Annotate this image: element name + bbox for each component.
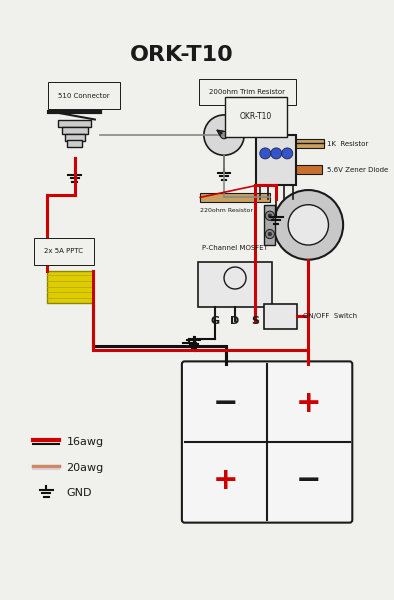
FancyBboxPatch shape [65, 134, 85, 142]
Text: ON/OFF  Switch: ON/OFF Switch [303, 313, 357, 319]
Text: +: + [296, 389, 321, 418]
Text: −: − [213, 389, 239, 418]
Circle shape [268, 232, 272, 236]
FancyBboxPatch shape [62, 127, 87, 134]
FancyBboxPatch shape [182, 361, 352, 523]
Text: −: − [296, 466, 321, 496]
Text: 5.6V Zener Diode: 5.6V Zener Diode [327, 167, 388, 173]
Text: OKR-T10: OKR-T10 [240, 112, 272, 121]
Text: D: D [230, 316, 240, 326]
Circle shape [282, 148, 293, 159]
FancyBboxPatch shape [264, 205, 275, 245]
Text: 220ohm Resistor: 220ohm Resistor [200, 208, 253, 214]
FancyBboxPatch shape [256, 135, 296, 185]
Circle shape [265, 211, 274, 220]
Text: 2x 5A PPTC: 2x 5A PPTC [45, 248, 84, 254]
Text: 1K  Resistor: 1K Resistor [327, 141, 368, 147]
Text: ORK-T10: ORK-T10 [130, 45, 234, 65]
FancyBboxPatch shape [264, 304, 297, 329]
Text: +: + [213, 466, 239, 496]
Circle shape [220, 131, 228, 139]
FancyBboxPatch shape [200, 193, 270, 202]
FancyBboxPatch shape [296, 139, 324, 148]
Text: GND: GND [67, 488, 92, 499]
Circle shape [265, 229, 274, 239]
Text: S: S [251, 316, 259, 326]
FancyBboxPatch shape [296, 166, 322, 173]
Text: 510 Connector: 510 Connector [58, 92, 110, 98]
Circle shape [288, 205, 329, 245]
Text: G: G [210, 316, 219, 326]
FancyBboxPatch shape [47, 271, 93, 303]
Circle shape [271, 148, 282, 159]
Circle shape [273, 190, 343, 260]
Circle shape [268, 214, 272, 218]
FancyBboxPatch shape [198, 262, 272, 307]
Text: 20awg: 20awg [67, 463, 104, 473]
FancyBboxPatch shape [58, 119, 91, 127]
Circle shape [260, 148, 271, 159]
FancyBboxPatch shape [67, 140, 82, 147]
Circle shape [204, 115, 244, 155]
Text: 16awg: 16awg [67, 437, 104, 447]
Text: P-Channel MOSFET: P-Channel MOSFET [202, 245, 268, 251]
Text: 200ohm Trim Resistor: 200ohm Trim Resistor [209, 89, 285, 95]
